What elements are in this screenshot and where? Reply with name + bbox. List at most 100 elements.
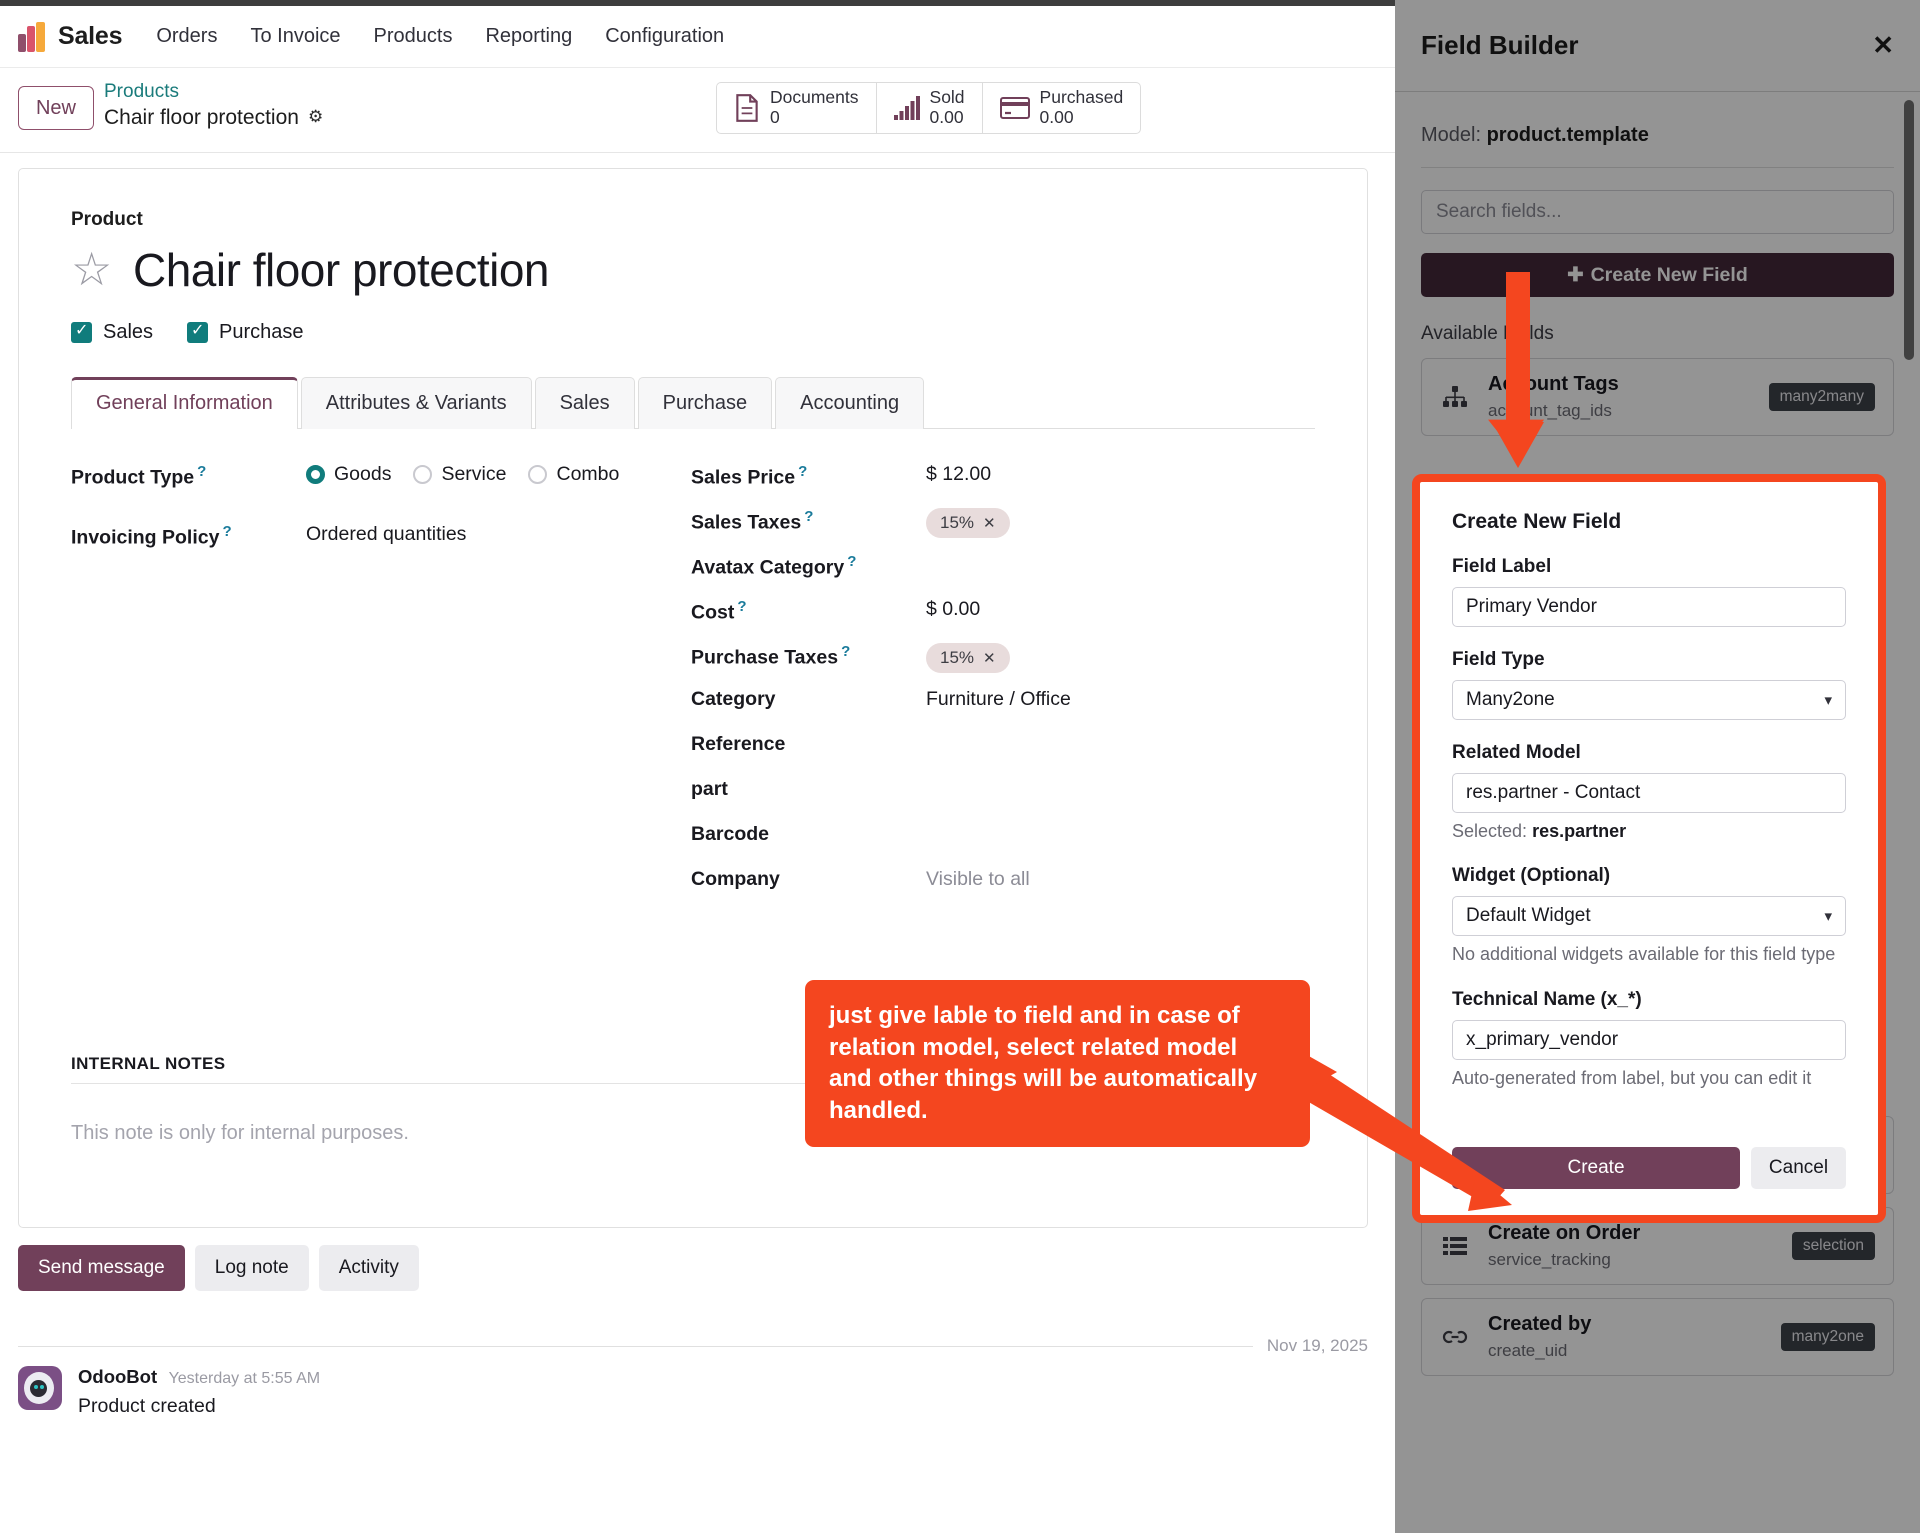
help-icon[interactable]: ? <box>737 598 747 615</box>
stat-button-documents[interactable]: Documents 0 <box>717 83 877 133</box>
close-icon[interactable]: ✕ <box>983 650 996 667</box>
stat-button-sold[interactable]: Sold 0.00 <box>877 83 983 133</box>
help-icon[interactable]: ? <box>841 643 851 660</box>
nav-item-reporting[interactable]: Reporting <box>485 25 573 47</box>
checkbox-sales[interactable]: Sales <box>71 320 154 344</box>
tab-sales[interactable]: Sales <box>534 377 635 429</box>
radio-dot-icon <box>306 465 325 484</box>
left-field-column: Product Type? Goods Service <box>71 463 691 913</box>
field-type-label: Field Type <box>1452 649 1545 670</box>
radio-combo[interactable]: Combo <box>528 463 619 486</box>
gear-icon[interactable]: ⚙ <box>307 107 324 127</box>
related-model-input[interactable]: res.partner - Contact <box>1452 773 1846 813</box>
field-type-badge: many2one <box>1780 1323 1875 1351</box>
chatter-date-label: Nov 19, 2025 <box>1266 1336 1368 1355</box>
search-fields-input[interactable]: Search fields... <box>1421 190 1894 234</box>
tab-general-information[interactable]: General Information <box>71 377 298 429</box>
breadcrumb: Products Chair floor protection ⚙ <box>104 80 323 131</box>
checkbox-purchase[interactable]: Purchase <box>187 320 304 344</box>
field-value-invoicing-policy[interactable]: Ordered quantities <box>306 523 467 545</box>
field-value-cost[interactable]: $ 0.00 <box>926 598 981 620</box>
chatter-message: OdooBot Yesterday at 5:55 AM Product cre… <box>18 1366 320 1418</box>
nav-item-orders[interactable]: Orders <box>156 25 218 47</box>
breadcrumb-current: Chair floor protection ⚙ <box>104 104 323 131</box>
field-type-selected-value: Many2one <box>1466 689 1555 710</box>
avatar <box>18 1366 62 1410</box>
bar-chart-icon <box>893 94 920 122</box>
field-list-item-text: Created by create_uid <box>1488 1312 1763 1361</box>
model-name: product.template <box>1486 124 1649 146</box>
create-new-field-button[interactable]: ✚ Create New Field <box>1421 253 1894 297</box>
tag-purchase-tax[interactable]: 15% ✕ <box>926 643 1010 673</box>
tab-accounting[interactable]: Accounting <box>775 377 925 429</box>
stat-button-purchased[interactable]: Purchased 0.00 <box>983 83 1141 133</box>
close-icon[interactable]: ✕ <box>1872 30 1894 60</box>
field-list-item-created-by[interactable]: Created by create_uid many2one <box>1421 1298 1894 1376</box>
stat-value-purchased: 0.00 <box>1039 107 1074 127</box>
nav-item-to-invoice[interactable]: To Invoice <box>250 25 341 47</box>
hierarchy-icon <box>1440 386 1470 408</box>
field-type-select[interactable]: Many2one ▾ <box>1452 680 1846 720</box>
field-label-sales-taxes: Sales Taxes? <box>691 508 814 534</box>
internal-notes-input[interactable]: This note is only for internal purposes. <box>71 1122 409 1144</box>
record-type-label: Product <box>71 209 143 230</box>
modal-title: Create New Field <box>1452 510 1622 533</box>
tag-label: 15% <box>940 513 975 532</box>
widget-select[interactable]: Default Widget ▾ <box>1452 896 1846 937</box>
related-model-label: Related Model <box>1452 742 1581 763</box>
field-company: Company Visible to all <box>691 868 1251 913</box>
notebook-tabs: General Information Attributes & Variant… <box>71 376 1315 429</box>
field-value-sales-taxes: 15% ✕ <box>926 508 1010 538</box>
field-builder-title: Field Builder <box>1421 30 1579 60</box>
help-icon[interactable]: ? <box>222 523 232 540</box>
breadcrumb-products[interactable]: Products <box>104 81 179 102</box>
field-product-type: Product Type? Goods Service <box>71 463 691 523</box>
chatter-message-body-wrap: OdooBot Yesterday at 5:55 AM Product cre… <box>78 1366 320 1418</box>
field-value-sales-price[interactable]: $ 12.00 <box>926 463 992 485</box>
field-list-item-technical: create_uid <box>1488 1341 1568 1361</box>
cancel-button[interactable]: Cancel <box>1751 1147 1846 1189</box>
new-button[interactable]: New <box>18 86 94 130</box>
activity-button[interactable]: Activity <box>318 1245 419 1291</box>
checkbox-row: Sales Purchase <box>71 320 1315 344</box>
odoo-logo-icon <box>18 21 46 52</box>
chatter-message-time: Yesterday at 5:55 AM <box>168 1370 321 1387</box>
chevron-down-icon: ▾ <box>1824 908 1832 926</box>
close-icon[interactable]: ✕ <box>983 515 996 532</box>
help-icon[interactable]: ? <box>847 553 857 570</box>
radio-dot-icon <box>528 465 548 484</box>
panel-scrollbar[interactable] <box>1904 100 1914 360</box>
nav-item-products[interactable]: Products <box>373 25 453 47</box>
radio-goods[interactable]: Goods <box>306 463 391 486</box>
window-top-strip <box>0 0 1920 6</box>
tag-sales-tax[interactable]: 15% ✕ <box>926 508 1010 538</box>
field-list-item-account-tags[interactable]: Account Tags account_tag_ids many2many <box>1421 358 1894 436</box>
selected-model-value: res.partner <box>1532 821 1627 841</box>
credit-card-icon <box>999 96 1030 120</box>
field-type-badge: many2many <box>1768 383 1875 411</box>
log-note-button[interactable]: Log note <box>194 1245 309 1291</box>
help-icon[interactable]: ? <box>197 463 207 480</box>
field-columns: Product Type? Goods Service <box>71 463 1315 913</box>
tab-attributes-variants[interactable]: Attributes & Variants <box>300 377 532 429</box>
chatter-date-separator: Nov 19, 2025 <box>18 1336 1368 1356</box>
plus-icon: ✚ <box>1567 264 1584 286</box>
chatter-message-author: OdooBot <box>78 1366 158 1387</box>
field-label-input[interactable]: Primary Vendor <box>1452 587 1846 627</box>
help-icon[interactable]: ? <box>798 463 808 480</box>
help-icon[interactable]: ? <box>804 508 814 525</box>
field-value-company[interactable]: Visible to all <box>926 868 1030 890</box>
favorite-star-icon[interactable]: ☆ <box>71 243 113 295</box>
tab-purchase[interactable]: Purchase <box>637 377 773 429</box>
checkbox-purchase-label: Purchase <box>219 321 304 343</box>
app-name[interactable]: Sales <box>58 22 123 50</box>
nav-item-configuration[interactable]: Configuration <box>605 25 725 47</box>
technical-name-input[interactable]: x_primary_vendor <box>1452 1019 1846 1060</box>
send-message-button[interactable]: Send message <box>18 1245 185 1291</box>
radio-group-product-type: Goods Service Combo <box>306 463 619 486</box>
field-value-category[interactable]: Furniture / Office <box>926 688 1071 710</box>
create-button[interactable]: Create <box>1452 1147 1740 1189</box>
radio-service[interactable]: Service <box>413 463 506 486</box>
field-label-part: part <box>691 778 728 800</box>
checkbox-sales-label: Sales <box>103 321 154 343</box>
